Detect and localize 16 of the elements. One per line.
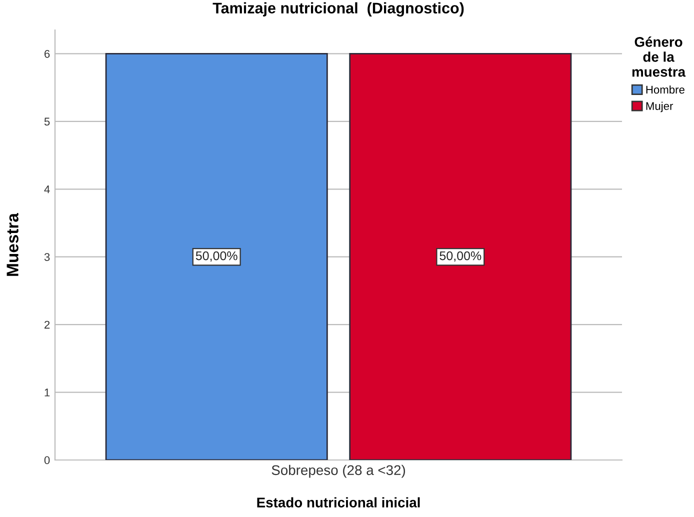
legend-label: Mujer bbox=[646, 102, 674, 112]
y-tick-label: 6 bbox=[44, 50, 50, 58]
y-tick-label: 3 bbox=[44, 253, 50, 261]
legend-label: Hombre bbox=[646, 85, 684, 94]
x-axis-title: Estado nutricional inicial bbox=[257, 497, 420, 508]
y-axis-title: Muestra bbox=[6, 212, 18, 276]
legend-title: Género de la muestra bbox=[632, 36, 686, 77]
annotation: 50,00% bbox=[440, 251, 482, 262]
chart-title: Tamizaje nutricional (Diagnostico) bbox=[212, 2, 464, 17]
y-tick-label: 1 bbox=[44, 388, 50, 396]
y-tick-label: 2 bbox=[44, 320, 50, 329]
y-tick-label: 4 bbox=[44, 186, 50, 194]
y-tick-label: 0 bbox=[44, 456, 50, 464]
y-tick-label: 5 bbox=[44, 118, 50, 126]
x-tick-label: Sobrepeso (28 a <32) bbox=[272, 464, 406, 478]
annotation: 50,00% bbox=[196, 251, 238, 262]
